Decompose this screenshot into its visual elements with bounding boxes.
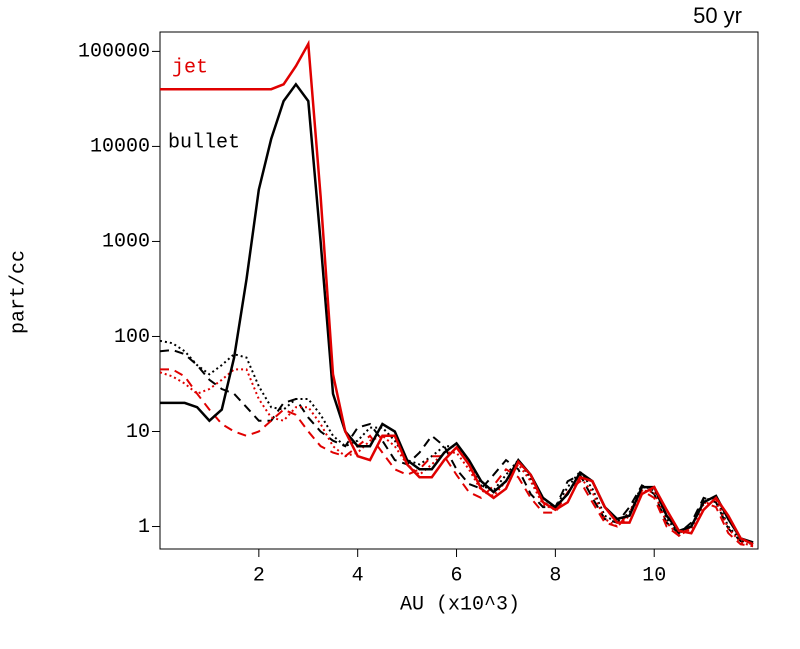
series-line [160,368,754,548]
plot-frame [159,31,759,550]
series-label: jet [172,56,208,79]
y-tick-label: 100000 [78,41,150,64]
chart-title: 50 yr [693,3,742,28]
y-tick-label: 1000 [102,231,150,254]
y-tick-label: 10000 [90,136,150,159]
x-axis-label: AU (x10^3) [400,593,520,616]
x-tick-label: 8 [549,564,561,587]
y-tick-label: 100 [114,326,150,349]
y-tick-label: 10 [126,421,150,444]
x-tick-label: 4 [352,564,364,587]
y-axis-label: part/cc [7,250,30,334]
x-tick-label: 10 [642,564,666,587]
x-tick-label: 2 [253,564,265,587]
series-label: bullet [168,131,240,154]
series-line [160,39,754,546]
x-tick-label: 6 [451,564,463,587]
y-tick-label: 1 [138,516,150,539]
